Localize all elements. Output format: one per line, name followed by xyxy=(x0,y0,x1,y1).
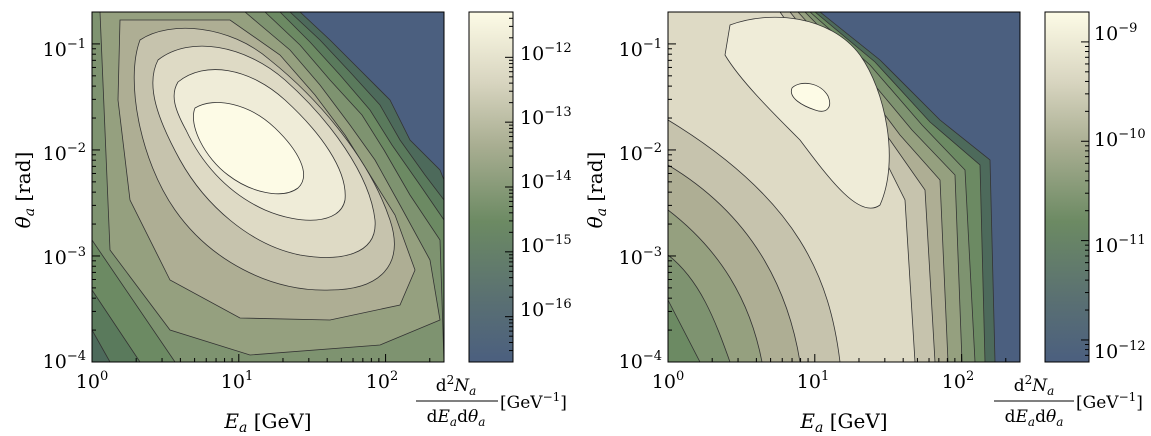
svg-text:dEadθa: dEadθa xyxy=(427,407,486,429)
left-panel: 10−4 10−3 10−2 10−1 100 101 102 Ea [GeV]… xyxy=(11,11,572,436)
right-ytick-label: 10−3 xyxy=(619,245,662,269)
contour-level xyxy=(668,12,916,362)
right-yaxis-label: θa [rad] xyxy=(583,152,610,229)
left-xtick-label: 102 xyxy=(366,369,398,393)
right-xaxis-label: Ea [GeV] xyxy=(799,409,887,436)
right-ytick-label: 10−4 xyxy=(619,349,662,373)
right-colorbar-ticks xyxy=(1081,11,1089,363)
left-xtick-label: 100 xyxy=(76,369,108,393)
left-yaxis-label: θa [rad] xyxy=(11,152,38,229)
right-panel: 10−4 10−3 10−2 10−1 100 101 102 Ea [GeV]… xyxy=(583,11,1146,436)
svg-text:dEadθa: dEadθa xyxy=(1005,407,1064,429)
left-cbar-tick-label: 10−13 xyxy=(520,105,572,129)
right-ytick-label: 10−2 xyxy=(619,141,662,165)
svg-text:d2Na: d2Na xyxy=(436,373,477,398)
right-heatmap xyxy=(668,12,1020,362)
contour-peak xyxy=(193,102,304,195)
left-ytick-label: 10−3 xyxy=(43,245,86,269)
right-colorbar-label: d2Na dEadθa [GeV−1] xyxy=(994,373,1143,429)
svg-text:[GeV−1]: [GeV−1] xyxy=(1076,390,1143,413)
svg-text:[GeV−1]: [GeV−1] xyxy=(500,390,567,413)
right-xtick-label: 101 xyxy=(797,369,829,393)
right-plot-frame xyxy=(667,11,1021,363)
left-ytick-label: 10−4 xyxy=(43,349,86,373)
left-cbar-tick-label: 10−16 xyxy=(520,297,572,321)
left-plot-frame xyxy=(91,11,445,363)
left-ytick-label: 10−1 xyxy=(43,37,86,61)
left-xtick-label: 101 xyxy=(221,369,253,393)
left-axis-ticks xyxy=(91,11,431,363)
right-axis-ticks xyxy=(667,11,1007,363)
left-cbar-tick-label: 10−14 xyxy=(520,169,572,193)
right-cbar-tick-label: 10−9 xyxy=(1094,21,1137,45)
contour-peak xyxy=(790,82,831,112)
right-xtick-label: 100 xyxy=(652,369,684,393)
right-ytick-label: 10−1 xyxy=(619,37,662,61)
right-cbar-tick-label: 10−12 xyxy=(1094,339,1146,363)
left-heatmap xyxy=(92,12,444,362)
left-colorbar-ticks xyxy=(505,11,513,363)
left-ytick-label: 10−2 xyxy=(43,141,86,165)
left-colorbar-label: d2Na dEadθa [GeV−1] xyxy=(416,373,567,429)
right-xtick-label: 102 xyxy=(942,369,974,393)
left-cbar-tick-label: 10−12 xyxy=(520,41,572,65)
left-cbar-tick-label: 10−15 xyxy=(520,233,572,257)
right-cbar-tick-label: 10−11 xyxy=(1094,233,1146,257)
svg-text:d2Na: d2Na xyxy=(1014,373,1055,398)
contour-level xyxy=(724,16,890,209)
right-cbar-tick-label: 10−10 xyxy=(1094,127,1146,151)
left-xaxis-label: Ea [GeV] xyxy=(223,409,311,436)
right-colorbar xyxy=(1044,11,1090,363)
